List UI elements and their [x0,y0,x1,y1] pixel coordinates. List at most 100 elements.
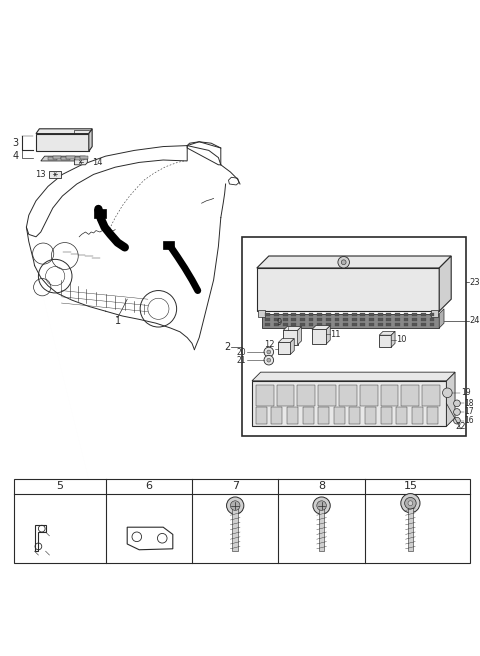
Bar [421,318,426,321]
Bar [430,318,434,321]
Circle shape [264,356,274,365]
Bar [309,318,313,321]
Bar [339,386,357,406]
Bar [395,323,400,325]
Bar [163,241,174,249]
Text: 3: 3 [12,138,18,148]
Text: 4: 4 [12,151,18,161]
Text: 21: 21 [237,356,246,365]
Bar [49,171,61,178]
Polygon shape [36,129,92,134]
Bar [257,268,439,311]
Bar [80,156,88,159]
Circle shape [317,501,326,510]
Bar [428,407,438,424]
Circle shape [230,501,240,510]
Bar [300,323,305,325]
Bar [334,407,345,424]
Text: 10: 10 [396,335,407,344]
Bar [343,313,348,316]
Polygon shape [298,327,301,345]
Bar [360,323,365,325]
Bar [412,313,417,316]
Bar [349,407,360,424]
Text: 16: 16 [464,416,474,425]
Bar [258,310,265,317]
Bar [352,318,357,321]
Text: 24: 24 [469,316,480,325]
Bar [265,323,270,325]
Bar [430,313,434,316]
Bar [352,323,357,325]
Text: 17: 17 [464,407,474,417]
Polygon shape [446,372,455,426]
Circle shape [338,256,349,268]
Bar [300,318,305,321]
Bar [291,313,296,316]
Bar [317,323,322,325]
Bar [335,318,339,321]
Circle shape [443,388,452,398]
Text: 22: 22 [456,422,466,431]
Polygon shape [252,372,455,380]
Bar [61,157,70,159]
Text: 12: 12 [264,340,275,349]
Bar [335,313,339,316]
Text: 23: 23 [469,278,480,287]
Bar [326,318,331,321]
Polygon shape [439,309,444,328]
Bar [14,479,470,564]
Text: 19: 19 [461,388,470,398]
Bar [421,323,426,325]
Bar [291,318,296,321]
Polygon shape [379,331,395,335]
Bar [369,313,374,316]
Bar [287,407,298,424]
Bar [378,323,383,325]
Bar [278,342,290,354]
Polygon shape [41,156,85,161]
Bar [352,313,357,316]
Bar [421,313,426,316]
Circle shape [408,501,413,506]
Bar [360,386,378,406]
Polygon shape [326,325,330,344]
Text: 9: 9 [277,318,282,327]
Bar [317,313,322,316]
Polygon shape [391,331,395,347]
Bar [48,157,57,159]
Bar [319,506,324,551]
Circle shape [401,493,420,513]
Bar [283,313,288,316]
Bar [318,407,329,424]
Bar [381,386,398,406]
Bar [360,318,365,321]
Bar [291,323,296,325]
Bar [386,313,391,316]
Circle shape [267,350,271,354]
Text: 14: 14 [92,158,103,167]
Text: 15: 15 [403,482,418,491]
Text: 5: 5 [57,482,63,491]
Polygon shape [439,256,451,311]
Polygon shape [283,327,301,331]
Bar [318,386,336,406]
Bar [75,157,84,159]
Bar [276,386,294,406]
Text: 11: 11 [330,330,341,338]
Bar [256,386,274,406]
Text: 6: 6 [145,482,152,491]
Text: 13: 13 [35,170,46,179]
Text: 8: 8 [318,482,325,491]
Polygon shape [290,338,294,354]
Bar [66,156,75,159]
Polygon shape [278,338,294,342]
Polygon shape [89,129,92,152]
Bar [256,407,267,424]
Bar [404,313,408,316]
Bar [386,318,391,321]
Text: 1: 1 [115,316,120,326]
Bar [312,329,326,344]
Bar [274,313,279,316]
Bar [232,506,238,551]
